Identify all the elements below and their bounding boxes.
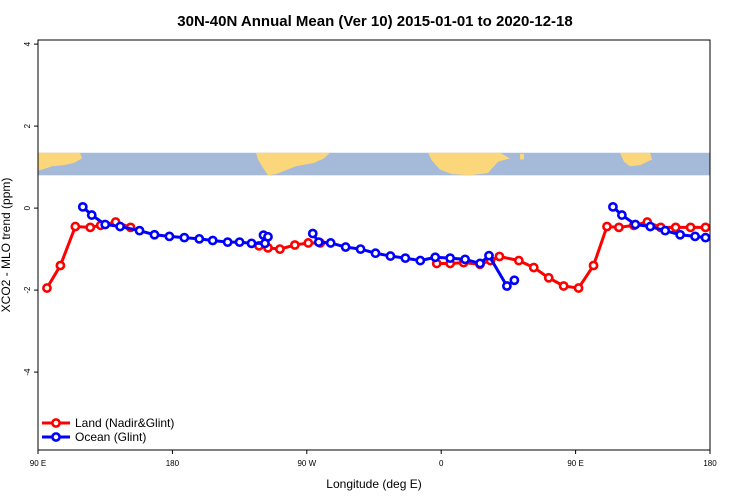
series-1-point-0-12 [246,238,257,249]
series-0-point-0-3 [85,222,96,233]
series-1-point-0-2 [100,219,111,230]
series-0-point-0-0 [42,283,52,293]
series-1-point-3-6 [690,231,700,242]
y-axis-label: XCO2 - MLO trend (ppm) [0,178,13,313]
legend: Land (Nadir&Glint)Ocean (Glint) [42,416,174,444]
series-0-point-2-17 [670,222,681,233]
series-1-point-2-5 [370,248,381,259]
series-1-point-2-14 [502,281,512,291]
x-tick-label-1: 180 [166,459,180,468]
map-land-2 [428,152,510,176]
series-0-point-2-5 [494,251,505,262]
series-1-point-0-3 [115,221,126,232]
y-tick-label-0: -4 [23,368,32,376]
series-1-point-3-4 [660,225,671,236]
series-1-point-1-1 [263,231,273,242]
series-0-point-0-1 [55,260,66,271]
series-1-point-3-7 [700,232,711,243]
y-tick-label-1: -2 [23,286,32,294]
series-1-point-0-6 [164,231,175,242]
series-1-point-2-7 [400,253,411,264]
series-1-line-2 [311,232,516,289]
legend-marker-1 [51,432,61,442]
series-0-point-1-2 [275,244,285,254]
x-tick-label-0: 90 E [30,459,46,468]
series-layer [42,201,711,293]
series-0-point-1-3 [289,240,300,250]
map-ocean [38,152,710,176]
series-1-point-3-0 [608,201,618,212]
legend-label-1: Ocean (Glint) [75,430,146,444]
series-0-point-2-12 [602,221,612,232]
series-1-point-3-5 [675,229,686,240]
x-axis-label: Longitude (deg E) [326,477,421,491]
series-1-point-2-2 [325,238,336,248]
series-1-point-2-3 [340,242,351,252]
series-1-point-0-8 [194,233,205,244]
series-1-point-2-0 [307,228,318,239]
series-1-point-2-12 [475,258,485,269]
map-land-4 [620,152,652,167]
series-1-point-0-10 [222,237,233,248]
series-0-point-2-6 [513,255,524,266]
series-0-point-2-19 [700,222,711,233]
x-tick-label-5: 180 [703,459,717,468]
series-1-point-0-4 [134,225,145,236]
y-tick-label-2: 0 [23,205,32,210]
series-0-point-2-8 [543,272,554,283]
series-0-point-2-7 [528,262,539,273]
plot-frame [37,39,711,451]
series-1-point-3-3 [645,221,656,232]
series-1-point-0-5 [149,229,160,240]
series-1-point-2-9 [430,252,441,263]
series-0-point-2-13 [614,222,624,233]
series-1-point-2-10 [445,253,456,264]
series-1-point-0-11 [234,237,245,248]
series-1-point-2-1 [313,237,324,248]
x-tick-label-4: 90 E [567,459,583,468]
map-land-3 [520,153,524,160]
series-1-point-3-1 [616,210,627,220]
series-0-point-1-4 [303,238,314,248]
chart-title: 30N-40N Annual Mean (Ver 10) 2015-01-01 … [177,13,572,30]
series-1 [77,201,711,291]
x-axis: 90 E 180 90 W 0 90 E 180 [30,450,717,468]
legend-label-0: Land (Nadir&Glint) [75,416,174,430]
series-1-point-2-13 [484,250,494,261]
map-land-1 [256,152,330,176]
series-0-point-0-2 [70,221,81,232]
series-1-point-2-6 [385,251,396,261]
series-1-point-0-1 [86,210,97,220]
series-1-point-0-7 [179,232,190,243]
x-tick-label-2: 90 W [297,459,316,468]
series-0-point-2-9 [558,281,569,291]
legend-marker-0 [51,418,61,428]
series-1-point-0-0 [77,201,88,212]
series-1-point-0-9 [207,235,218,246]
y-tick-label-3: 2 [23,123,32,128]
series-0-point-2-10 [573,283,584,293]
series-0-point-2-11 [588,260,599,271]
y-tick-label-4: 4 [23,41,32,46]
map-strip [38,152,710,176]
map-land-0 [38,152,82,171]
series-1-point-2-4 [355,244,366,254]
series-1-point-2-15 [509,275,520,286]
series-1-point-3-2 [630,219,641,230]
series-1-point-2-8 [415,255,426,266]
series-0-point-2-18 [685,222,696,233]
series-0 [42,217,711,293]
x-tick-label-3: 0 [439,459,444,468]
y-axis: -4 -2 0 2 4 [23,41,38,376]
series-1-point-2-11 [460,254,470,265]
